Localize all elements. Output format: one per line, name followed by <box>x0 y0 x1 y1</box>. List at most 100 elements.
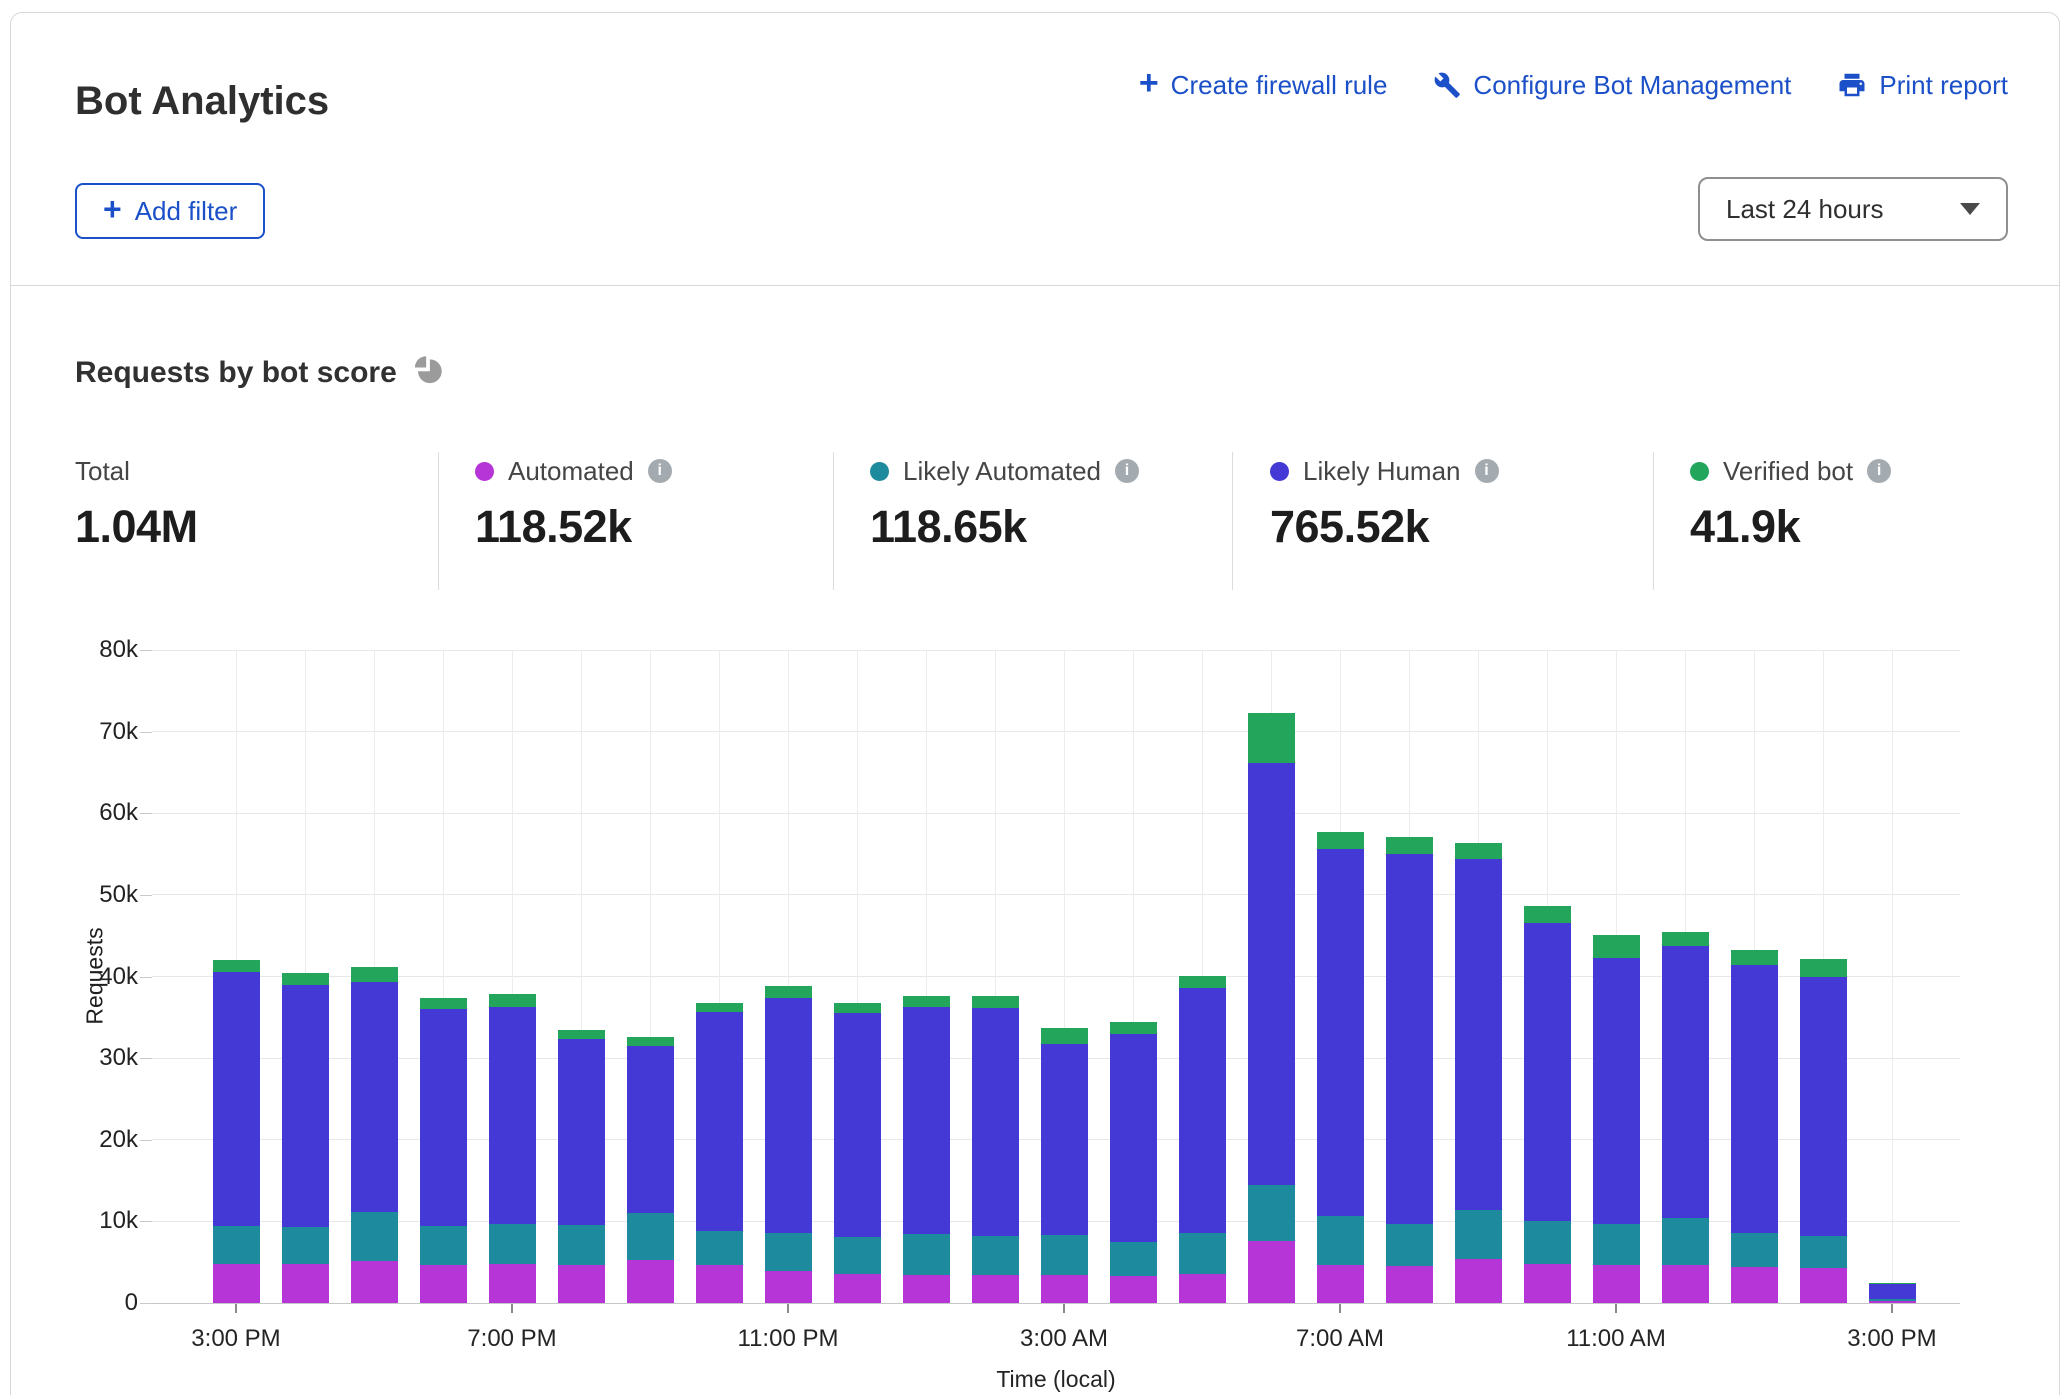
chart-bar-100pm[interactable] <box>1731 650 1778 1303</box>
bar-segment-verified-bot[interactable] <box>1524 906 1571 922</box>
bar-segment-verified-bot[interactable] <box>765 986 812 998</box>
chart-bar-500am[interactable] <box>1179 650 1226 1303</box>
bar-segment-verified-bot[interactable] <box>903 996 950 1007</box>
bar-segment-automated[interactable] <box>834 1274 881 1303</box>
chart-bar-1100pm[interactable] <box>765 650 812 1303</box>
time-range-select[interactable]: Last 24 hours <box>1698 177 2008 241</box>
bar-segment-likely-human[interactable] <box>420 1009 467 1226</box>
chart-bar-1200am[interactable] <box>834 650 881 1303</box>
bar-segment-likely-automated[interactable] <box>1593 1224 1640 1266</box>
chart-bar-300am[interactable] <box>1041 650 1088 1303</box>
bar-segment-likely-automated[interactable] <box>765 1233 812 1271</box>
bar-segment-automated[interactable] <box>1317 1265 1364 1303</box>
bar-segment-verified-bot[interactable] <box>1593 935 1640 958</box>
bar-segment-likely-human[interactable] <box>1524 923 1571 1222</box>
bar-segment-automated[interactable] <box>972 1275 1019 1303</box>
bar-segment-verified-bot[interactable] <box>282 973 329 984</box>
bar-segment-verified-bot[interactable] <box>1386 837 1433 854</box>
bar-segment-likely-human[interactable] <box>213 972 260 1226</box>
bar-segment-likely-automated[interactable] <box>972 1236 1019 1275</box>
chart-bar-1200pm[interactable] <box>1662 650 1709 1303</box>
bar-segment-likely-human[interactable] <box>765 998 812 1233</box>
bar-segment-verified-bot[interactable] <box>627 1037 674 1046</box>
bar-segment-automated[interactable] <box>1110 1276 1157 1303</box>
bar-segment-automated[interactable] <box>1869 1301 1916 1303</box>
bar-segment-likely-automated[interactable] <box>558 1225 605 1265</box>
bar-segment-likely-automated[interactable] <box>1455 1210 1502 1259</box>
bar-segment-automated[interactable] <box>1524 1264 1571 1303</box>
bar-segment-likely-human[interactable] <box>1662 946 1709 1218</box>
create-firewall-rule-link[interactable]: + Create firewall rule <box>1139 68 1388 102</box>
bar-segment-verified-bot[interactable] <box>834 1003 881 1014</box>
chart-bar-400am[interactable] <box>1110 650 1157 1303</box>
bar-segment-automated[interactable] <box>1731 1267 1778 1303</box>
chart-bar-900pm[interactable] <box>627 650 674 1303</box>
bar-segment-likely-human[interactable] <box>834 1013 881 1237</box>
chart-bar-1000am[interactable] <box>1524 650 1571 1303</box>
configure-bot-management-link[interactable]: Configure Bot Management <box>1433 70 1791 101</box>
bar-segment-verified-bot[interactable] <box>1662 932 1709 946</box>
bar-segment-verified-bot[interactable] <box>489 994 536 1006</box>
bar-segment-likely-automated[interactable] <box>1317 1216 1364 1264</box>
bar-segment-verified-bot[interactable] <box>972 996 1019 1007</box>
chart-bar-1000pm[interactable] <box>696 650 743 1303</box>
chart-bar-800pm[interactable] <box>558 650 605 1303</box>
bar-segment-likely-automated[interactable] <box>1869 1299 1916 1301</box>
info-icon[interactable]: i <box>1475 459 1499 483</box>
bar-segment-verified-bot[interactable] <box>1110 1022 1157 1033</box>
add-filter-button[interactable]: + Add filter <box>75 183 265 239</box>
bar-segment-verified-bot[interactable] <box>213 960 260 972</box>
chart-bar-900am[interactable] <box>1455 650 1502 1303</box>
bar-segment-automated[interactable] <box>1179 1274 1226 1303</box>
bar-segment-verified-bot[interactable] <box>1731 950 1778 965</box>
chart-bar-200pm[interactable] <box>1800 650 1847 1303</box>
bar-segment-automated[interactable] <box>489 1264 536 1303</box>
info-icon[interactable]: i <box>1867 459 1891 483</box>
bar-segment-automated[interactable] <box>1662 1265 1709 1303</box>
bar-segment-automated[interactable] <box>558 1265 605 1303</box>
bar-segment-likely-human[interactable] <box>1869 1283 1916 1299</box>
bar-segment-likely-automated[interactable] <box>1248 1185 1295 1241</box>
bar-segment-verified-bot[interactable] <box>1869 1283 1916 1284</box>
chart-bar-1100am[interactable] <box>1593 650 1640 1303</box>
bar-segment-likely-automated[interactable] <box>696 1231 743 1265</box>
bar-segment-likely-automated[interactable] <box>903 1234 950 1276</box>
bar-segment-likely-human[interactable] <box>696 1012 743 1231</box>
bar-segment-likely-human[interactable] <box>489 1007 536 1224</box>
bar-segment-likely-human[interactable] <box>1110 1034 1157 1242</box>
bar-segment-likely-human[interactable] <box>282 985 329 1227</box>
bar-segment-verified-bot[interactable] <box>696 1003 743 1013</box>
chart-bar-600am[interactable] <box>1248 650 1295 1303</box>
bar-segment-automated[interactable] <box>282 1264 329 1303</box>
chart-bar-100am[interactable] <box>903 650 950 1303</box>
chart-bar-400pm[interactable] <box>282 650 329 1303</box>
bar-segment-likely-automated[interactable] <box>1110 1242 1157 1276</box>
chart-bar-700am[interactable] <box>1317 650 1364 1303</box>
chart-bar-600pm[interactable] <box>420 650 467 1303</box>
chart-bar-300pm[interactable] <box>1869 650 1916 1303</box>
bar-segment-likely-human[interactable] <box>972 1008 1019 1237</box>
bar-segment-verified-bot[interactable] <box>1179 976 1226 988</box>
bar-segment-likely-automated[interactable] <box>1800 1236 1847 1268</box>
bar-segment-likely-automated[interactable] <box>282 1227 329 1264</box>
bar-segment-likely-automated[interactable] <box>420 1226 467 1264</box>
bar-segment-automated[interactable] <box>213 1264 260 1303</box>
bar-segment-likely-automated[interactable] <box>213 1226 260 1264</box>
bar-segment-verified-bot[interactable] <box>1317 832 1364 849</box>
bar-segment-likely-human[interactable] <box>1041 1044 1088 1235</box>
bar-segment-verified-bot[interactable] <box>558 1030 605 1039</box>
bar-segment-automated[interactable] <box>1455 1259 1502 1303</box>
bar-segment-automated[interactable] <box>696 1265 743 1303</box>
bar-segment-automated[interactable] <box>420 1265 467 1303</box>
bar-segment-likely-automated[interactable] <box>1731 1233 1778 1267</box>
bar-segment-likely-human[interactable] <box>1386 854 1433 1224</box>
bar-segment-likely-human[interactable] <box>1179 988 1226 1233</box>
bar-segment-likely-automated[interactable] <box>351 1212 398 1261</box>
bar-segment-likely-automated[interactable] <box>489 1224 536 1264</box>
bar-segment-automated[interactable] <box>1386 1266 1433 1303</box>
info-icon[interactable]: i <box>1115 459 1139 483</box>
bar-segment-likely-automated[interactable] <box>1179 1233 1226 1275</box>
bar-segment-automated[interactable] <box>1248 1241 1295 1303</box>
bar-segment-likely-human[interactable] <box>558 1039 605 1225</box>
bar-segment-likely-human[interactable] <box>1731 965 1778 1233</box>
